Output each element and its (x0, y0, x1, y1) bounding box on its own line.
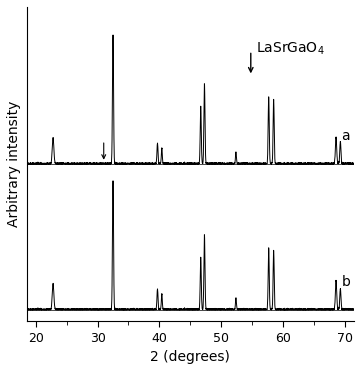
Text: LaSrGaO$_4$: LaSrGaO$_4$ (256, 41, 324, 57)
Y-axis label: Arbitrary intensity: Arbitrary intensity (7, 101, 21, 227)
Text: a: a (342, 129, 350, 143)
Text: b: b (342, 275, 351, 289)
X-axis label: 2 (degrees): 2 (degrees) (150, 350, 230, 364)
